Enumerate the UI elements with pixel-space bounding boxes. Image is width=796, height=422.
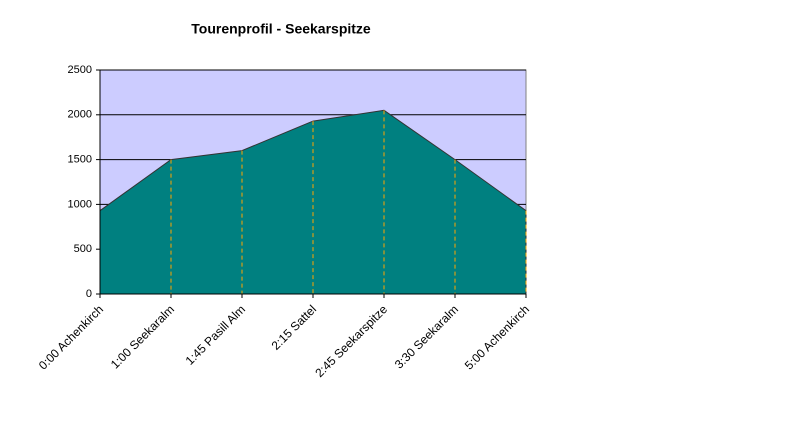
y-tick-label: 1000 — [68, 198, 92, 210]
y-tick-label: 2000 — [68, 109, 92, 121]
x-tick-label: 2:15 Sattel — [269, 302, 319, 352]
y-tick-label: 0 — [86, 288, 92, 300]
area — [99, 109, 527, 295]
x-tick-label: 5:00 Achenkirch — [462, 302, 532, 372]
x-tick-label: 3:30 Seekaralm — [392, 302, 461, 371]
y-tick-label: 500 — [74, 243, 92, 255]
x-tick-label: 0:00 Achenkirch — [36, 302, 106, 372]
chart-title: Tourenprofil - Seekarspitze — [191, 21, 371, 37]
y-tick-label: 2500 — [68, 64, 92, 76]
x-tick-label: 2:45 Seekarspitze — [312, 302, 390, 380]
x-tick-label: 1:00 Seekaralm — [108, 302, 177, 371]
x-tick-label: 1:45 Pasill Alm — [183, 302, 249, 368]
y-tick-label: 1500 — [68, 154, 92, 166]
